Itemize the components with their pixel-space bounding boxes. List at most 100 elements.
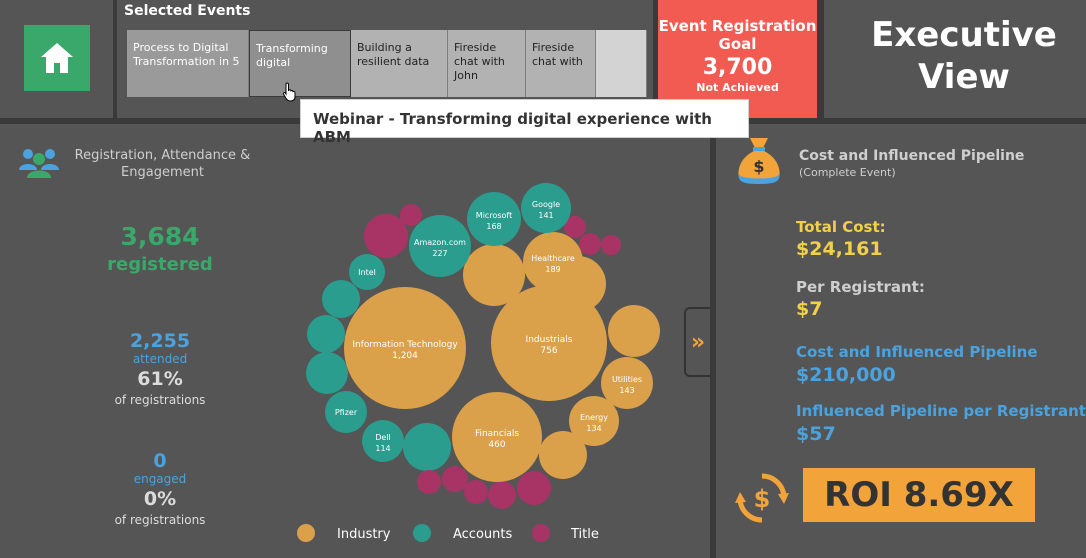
- influenced-pipeline-label: Cost and Influenced Pipeline: [796, 343, 1038, 361]
- attended-subtext: of registrations: [114, 393, 206, 407]
- executive-view-title: Executive View: [871, 15, 1057, 97]
- accounts-bubble[interactable]: [322, 280, 360, 318]
- double-chevron-right-icon: »: [690, 329, 706, 355]
- selected-events-title: Selected Events: [124, 3, 251, 19]
- registration-panel: Registration, Attendance & Engagement 3,…: [0, 124, 710, 558]
- cost-pipeline-panel: $ Cost and Influenced Pipeline (Complete…: [716, 124, 1086, 558]
- roi-cycle-icon: $: [735, 473, 789, 523]
- cost-pipeline-subtitle: (Complete Event): [799, 166, 896, 179]
- bubble-value: 141: [538, 211, 553, 220]
- registered-label: registered: [107, 254, 213, 275]
- legend-label: Title: [570, 527, 599, 542]
- event-item[interactable]: Building a resilient data: [351, 30, 448, 97]
- industry-bubble[interactable]: [463, 244, 525, 306]
- bubble-label: Pfizer: [335, 408, 358, 417]
- bubble-label: Industrials: [526, 335, 573, 345]
- title-bubble[interactable]: [364, 214, 408, 258]
- attended-label: attended: [132, 352, 188, 366]
- bubble-value: 168: [486, 222, 501, 231]
- industry-bubble[interactable]: [608, 305, 660, 357]
- hand-cursor-icon: [282, 82, 296, 102]
- accounts-bubble[interactable]: [467, 192, 521, 246]
- title-bubble[interactable]: [442, 466, 468, 492]
- bubble-label: Google: [532, 200, 560, 209]
- title-bubble[interactable]: [417, 470, 441, 494]
- title-bubble[interactable]: [488, 481, 516, 509]
- event-item[interactable]: Fireside chat with: [526, 30, 596, 97]
- home-tile: [0, 0, 113, 118]
- industry-bubble[interactable]: [344, 287, 466, 409]
- industry-bubble[interactable]: [569, 396, 619, 446]
- bubble-label: Healthcare: [531, 254, 575, 263]
- title-bubble[interactable]: [400, 204, 422, 226]
- legend-label: Accounts: [453, 527, 512, 542]
- industry-bubble[interactable]: [523, 232, 583, 292]
- accounts-bubble[interactable]: [521, 183, 571, 233]
- bubble-value: 227: [432, 249, 447, 258]
- goal-value: 3,700: [702, 55, 773, 80]
- title-bubble[interactable]: [517, 471, 551, 505]
- industry-bubble[interactable]: [539, 431, 587, 479]
- accounts-bubble[interactable]: [307, 315, 345, 353]
- industry-bubble[interactable]: [452, 392, 542, 482]
- roi-value: ROI 8.69X: [803, 468, 1035, 522]
- title-bubble[interactable]: [464, 480, 488, 504]
- bubble-value: 756: [540, 346, 557, 356]
- pipeline-per-registrant-label: Influenced Pipeline per Registrant: [796, 402, 1086, 420]
- engaged-label: engaged: [133, 472, 187, 486]
- registration-attendance-title: Registration, Attendance & Engagement: [74, 148, 251, 180]
- per-registrant-label: Per Registrant:: [796, 278, 925, 296]
- registration-goal-tile: Event Registration Goal 3,700 Not Achiev…: [658, 0, 817, 118]
- per-registrant-value: $7: [796, 298, 823, 320]
- legend-label: Industry: [337, 527, 391, 542]
- accounts-bubble[interactable]: [362, 420, 404, 462]
- registered-count: 3,684: [120, 222, 200, 251]
- svg-text:$: $: [753, 157, 764, 176]
- influenced-pipeline-value: $210,000: [796, 364, 896, 386]
- bubble-label: Amazon.com: [414, 238, 466, 247]
- bubble-value: 114: [375, 444, 390, 453]
- bubble-value: 460: [488, 440, 505, 450]
- event-item[interactable]: Fireside chat with John: [448, 30, 526, 97]
- accounts-bubble[interactable]: [306, 352, 348, 394]
- money-bag-icon: $: [738, 138, 780, 184]
- legend-swatch: [413, 524, 431, 542]
- total-cost-value: $24,161: [796, 238, 883, 260]
- accounts-bubble[interactable]: [409, 215, 471, 277]
- bubble-label: Utilities: [612, 375, 642, 384]
- bubble-label: Energy: [580, 413, 608, 422]
- bubble-label: Financials: [475, 429, 519, 439]
- bubble-value: 143: [619, 386, 634, 395]
- event-item[interactable]: [596, 30, 647, 97]
- industry-bubble[interactable]: [601, 357, 653, 409]
- accounts-bubble[interactable]: [325, 391, 367, 433]
- accounts-bubble[interactable]: [349, 254, 385, 290]
- home-button[interactable]: [24, 25, 90, 91]
- legend-swatch: [532, 524, 550, 542]
- legend-swatch: [297, 524, 315, 542]
- goal-status: Not Achieved: [696, 81, 779, 94]
- engaged-percent: 0%: [143, 488, 177, 510]
- bubble-value: 134: [586, 424, 601, 433]
- events-strip: Process to Digital Transformation in 5 Tr…: [127, 30, 647, 97]
- event-item[interactable]: Transforming digital: [249, 30, 351, 97]
- engaged-count: 0: [153, 450, 167, 472]
- title-bubble[interactable]: [579, 233, 601, 255]
- goal-label: Event Registration Goal: [658, 17, 817, 53]
- engaged-subtext: of registrations: [114, 513, 206, 527]
- collapse-panel-button[interactable]: »: [684, 307, 710, 377]
- bubble-label: Dell: [375, 433, 391, 442]
- title-bubble[interactable]: [564, 216, 586, 238]
- title-bubble[interactable]: [601, 235, 621, 255]
- attended-percent: 61%: [137, 368, 183, 390]
- executive-view-tile: Executive View: [824, 0, 1086, 118]
- pipeline-per-registrant-value: $57: [796, 423, 836, 445]
- bubble-label: Microsoft: [476, 211, 512, 220]
- attended-count: 2,255: [129, 330, 191, 352]
- accounts-bubble[interactable]: [403, 423, 451, 471]
- industry-bubble[interactable]: [491, 285, 607, 401]
- total-cost-label: Total Cost:: [796, 218, 886, 236]
- event-item[interactable]: Process to Digital Transformation in 5: [127, 30, 249, 97]
- bubble-value: 1,204: [392, 351, 418, 361]
